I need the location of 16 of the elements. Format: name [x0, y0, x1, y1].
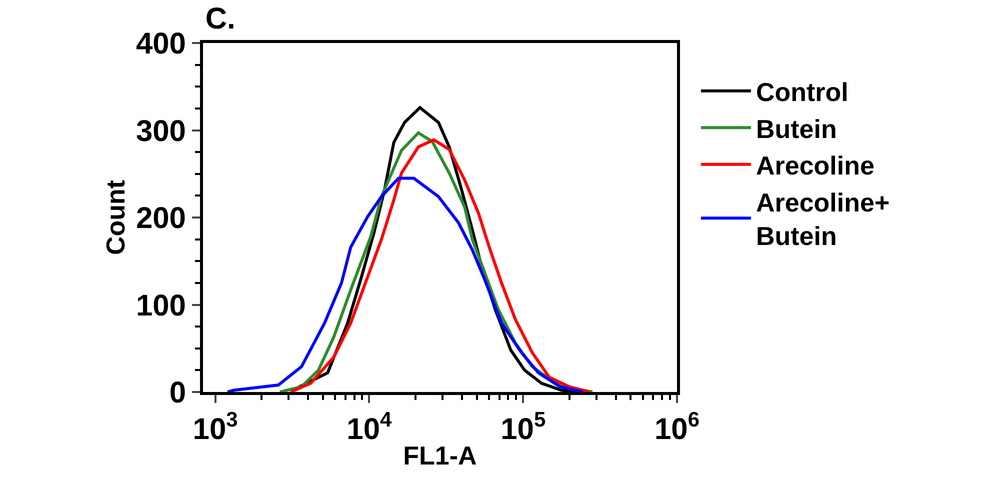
y-tick-label: 200: [136, 202, 186, 235]
legend-label: Arecoline: [756, 150, 874, 181]
x-tick-label: 10$^{6}$: [654, 408, 700, 446]
y-axis-title: Count: [100, 180, 130, 256]
x-tick-label: 10$^{3}$: [192, 408, 238, 446]
y-tick-label: 400: [136, 28, 186, 60]
legend-label: Arecoline+ Butein: [756, 187, 890, 252]
y-tick-label: 100: [136, 289, 186, 322]
y-tick-label: 0: [169, 376, 186, 410]
y-tick-label: 300: [136, 114, 186, 148]
chart-title: C.: [205, 2, 236, 36]
legend-label: Control: [756, 76, 848, 107]
legend-label: Butein: [756, 114, 837, 144]
x-tick-label: 10$^{4}$: [346, 408, 392, 446]
x-tick-label: 10$^{5}$: [500, 408, 546, 446]
x-axis-title: FL1-A: [403, 440, 478, 471]
